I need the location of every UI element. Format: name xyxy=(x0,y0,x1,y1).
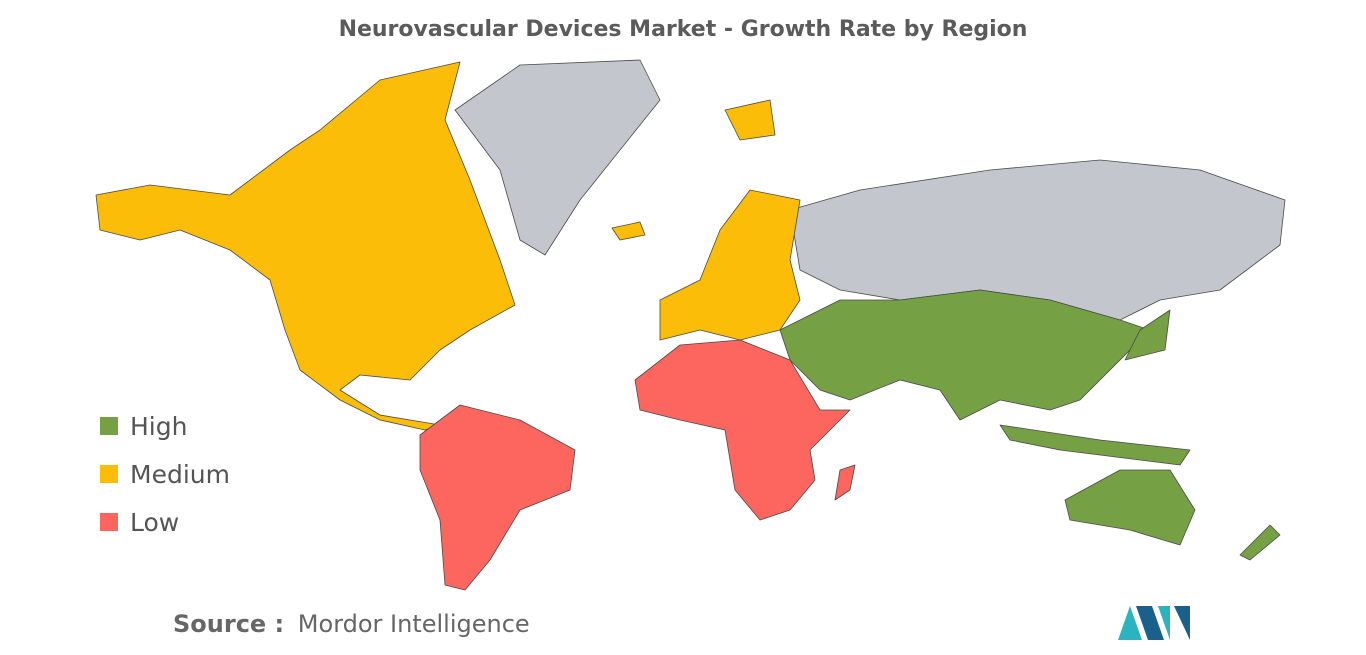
south-america xyxy=(419,404,576,591)
africa xyxy=(634,339,851,521)
indonesia xyxy=(999,424,1191,466)
legend-label: High xyxy=(130,412,187,441)
world-map xyxy=(95,59,1286,591)
legend: High Medium Low xyxy=(100,412,230,537)
europe xyxy=(659,189,801,341)
legend-swatch xyxy=(100,417,118,435)
asia xyxy=(779,289,1151,421)
new-zealand xyxy=(1239,524,1281,561)
source-label: Source : xyxy=(173,610,284,638)
logo xyxy=(1118,606,1190,640)
source-text: Mordor Intelligence xyxy=(298,610,530,638)
iceland xyxy=(611,221,646,241)
legend-swatch xyxy=(100,513,118,531)
japan xyxy=(1124,309,1171,361)
north-america xyxy=(95,61,516,431)
legend-label: Medium xyxy=(130,460,230,489)
legend-swatch xyxy=(100,465,118,483)
source: Source : Mordor Intelligence xyxy=(173,610,530,638)
greenland xyxy=(454,59,661,256)
madagascar xyxy=(834,464,856,501)
russia xyxy=(789,159,1286,321)
svalbard xyxy=(724,99,776,141)
title: Neurovascular Devices Market - Growth Ra… xyxy=(339,17,1028,42)
australia xyxy=(1064,469,1196,546)
legend-label: Low xyxy=(130,508,179,537)
